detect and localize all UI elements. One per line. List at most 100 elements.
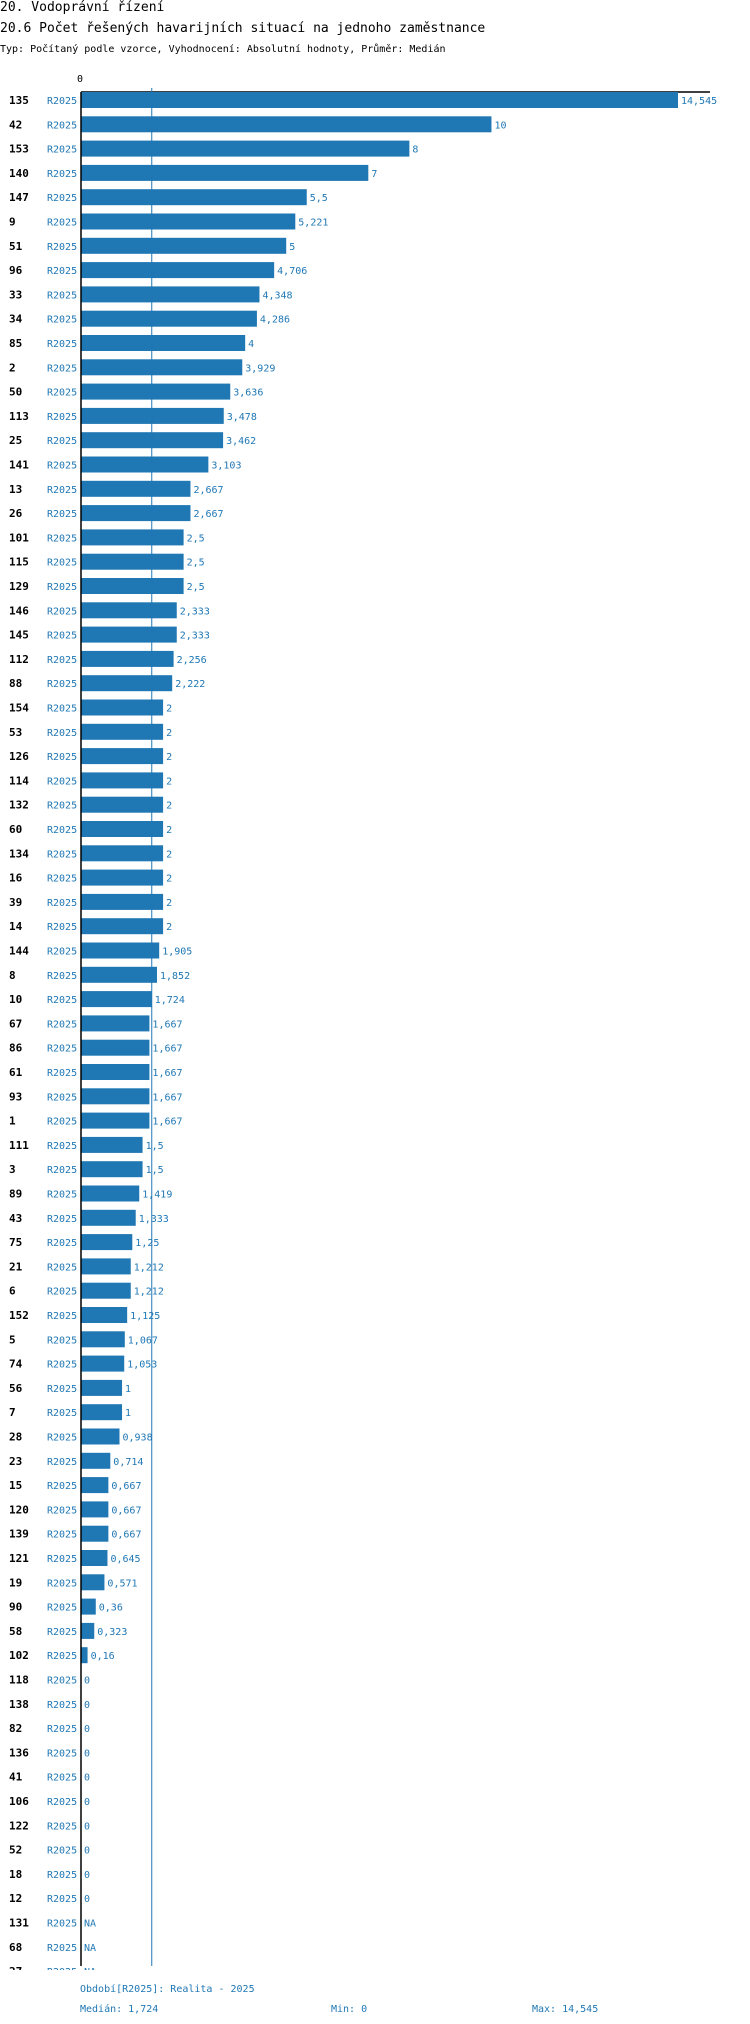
row-label: 102 bbox=[9, 1649, 29, 1662]
bar bbox=[81, 456, 209, 473]
row-label: 134 bbox=[9, 847, 29, 860]
series-label: R2025 bbox=[47, 1262, 77, 1273]
bar bbox=[81, 675, 173, 692]
value-label: 0 bbox=[84, 1676, 90, 1687]
value-label: 1,067 bbox=[128, 1335, 158, 1346]
row-label: 56 bbox=[9, 1382, 23, 1395]
value-label: 3,462 bbox=[226, 436, 256, 447]
series-label: R2025 bbox=[47, 849, 77, 860]
row-label: 74 bbox=[9, 1358, 23, 1371]
value-label: 4 bbox=[248, 339, 254, 350]
bar bbox=[81, 1574, 105, 1591]
bar bbox=[81, 286, 260, 303]
value-label: 14,545 bbox=[681, 96, 717, 107]
series-label: R2025 bbox=[47, 96, 77, 107]
series-label: R2025 bbox=[47, 752, 77, 763]
bar bbox=[81, 140, 410, 157]
bar bbox=[81, 1209, 136, 1226]
bar bbox=[81, 1452, 111, 1469]
row-label: 136 bbox=[9, 1746, 29, 1759]
series-label: R2025 bbox=[47, 1748, 77, 1759]
bar bbox=[81, 359, 243, 376]
value-label: 2 bbox=[166, 704, 172, 715]
value-label: 0 bbox=[84, 1870, 90, 1881]
bar bbox=[81, 772, 164, 789]
bar bbox=[81, 845, 164, 862]
series-label: R2025 bbox=[47, 388, 77, 399]
series-label: R2025 bbox=[47, 436, 77, 447]
bar bbox=[81, 237, 287, 254]
series-label: R2025 bbox=[47, 315, 77, 326]
series-label: R2025 bbox=[47, 1335, 77, 1346]
row-label: 39 bbox=[9, 896, 22, 909]
row-label: 131 bbox=[9, 1917, 29, 1930]
bar bbox=[81, 1647, 88, 1664]
series-label: R2025 bbox=[47, 1627, 77, 1638]
row-label: 25 bbox=[9, 434, 22, 447]
row-label: 1 bbox=[9, 1115, 16, 1128]
series-label: R2025 bbox=[47, 971, 77, 982]
row-label: 27 bbox=[9, 1965, 22, 1970]
bar bbox=[81, 1598, 96, 1615]
row-label: 42 bbox=[9, 118, 22, 131]
row-label: 33 bbox=[9, 288, 22, 301]
row-label: 147 bbox=[9, 191, 29, 204]
value-label: 2 bbox=[166, 898, 172, 909]
series-label: R2025 bbox=[47, 704, 77, 715]
series-label: R2025 bbox=[47, 1141, 77, 1152]
value-label: 1,212 bbox=[134, 1287, 164, 1298]
row-label: 51 bbox=[9, 240, 23, 253]
value-label: 4,706 bbox=[277, 266, 307, 277]
series-label: R2025 bbox=[47, 1214, 77, 1225]
bar bbox=[81, 893, 164, 910]
series-label: R2025 bbox=[47, 1967, 77, 1970]
series-label: R2025 bbox=[47, 242, 77, 253]
footer-min: Min: 0 bbox=[331, 2004, 368, 2015]
bar bbox=[81, 407, 224, 424]
series-label: R2025 bbox=[47, 193, 77, 204]
row-label: 113 bbox=[9, 410, 29, 423]
row-label: 96 bbox=[9, 264, 23, 277]
series-label: R2025 bbox=[47, 120, 77, 131]
row-label: 132 bbox=[9, 799, 29, 812]
value-label: 3,929 bbox=[245, 363, 275, 374]
footer-median: Medián: 1,724 bbox=[80, 2004, 159, 2015]
value-label: NA bbox=[84, 1919, 96, 1930]
row-label: 12 bbox=[9, 1892, 22, 1905]
row-label: 2 bbox=[9, 361, 16, 374]
row-label: 52 bbox=[9, 1844, 22, 1857]
row-label: 43 bbox=[9, 1212, 22, 1225]
series-label: R2025 bbox=[47, 1433, 77, 1444]
bar bbox=[81, 966, 158, 983]
series-label: R2025 bbox=[47, 1821, 77, 1832]
value-label: 0,16 bbox=[91, 1651, 115, 1662]
footer-period: Období[R2025]: Realita - 2025 bbox=[80, 1984, 255, 1995]
value-label: 2,667 bbox=[193, 509, 223, 520]
value-label: 4,286 bbox=[260, 315, 290, 326]
row-label: 85 bbox=[9, 337, 22, 350]
row-label: 15 bbox=[9, 1479, 22, 1492]
value-label: 1,5 bbox=[146, 1141, 164, 1152]
value-label: 5 bbox=[289, 242, 295, 253]
value-label: 0 bbox=[84, 1700, 90, 1711]
series-label: R2025 bbox=[47, 363, 77, 374]
footer-max: Max: 14,545 bbox=[532, 2004, 599, 2015]
value-label: 0,938 bbox=[123, 1433, 153, 1444]
series-label: R2025 bbox=[47, 509, 77, 520]
bar bbox=[81, 942, 160, 959]
bar bbox=[81, 213, 296, 230]
bar bbox=[81, 869, 164, 886]
value-label: 4,348 bbox=[262, 290, 292, 301]
value-label: 1,852 bbox=[160, 971, 190, 982]
series-label: R2025 bbox=[47, 1019, 77, 1030]
series-label: R2025 bbox=[47, 1870, 77, 1881]
value-label: 2 bbox=[166, 801, 172, 812]
series-label: R2025 bbox=[47, 1384, 77, 1395]
series-label: R2025 bbox=[47, 728, 77, 739]
row-label: 90 bbox=[9, 1601, 22, 1614]
value-label: 2,5 bbox=[187, 582, 205, 593]
series-label: R2025 bbox=[47, 1846, 77, 1857]
series-label: R2025 bbox=[47, 461, 77, 472]
bar bbox=[81, 1355, 125, 1372]
